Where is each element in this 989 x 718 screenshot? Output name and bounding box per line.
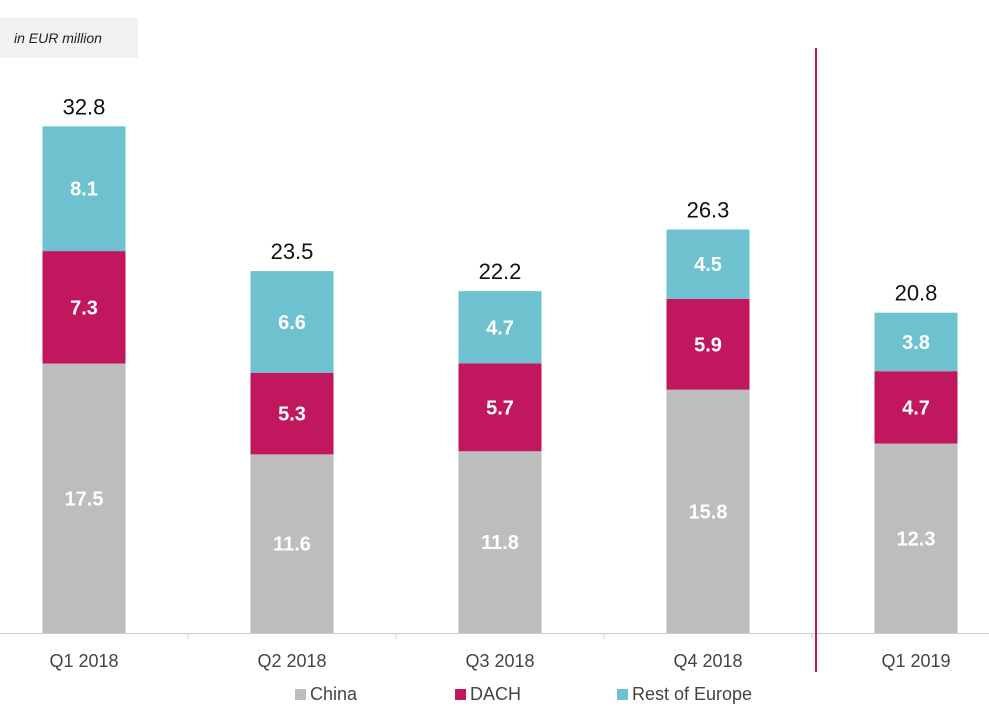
stacked-bar-chart: 17.5 7.3 8.1 32.8 Q1 2018 11.6 5.3 6.6 23.5 Q2 20… bbox=[0, 48, 989, 672]
bar-segment-china-q1-2018 bbox=[42, 363, 126, 633]
bar-segment-dach-q1-2019 bbox=[874, 371, 958, 444]
unit-label: in EUR million bbox=[0, 18, 138, 58]
total-label-q1-2018: 32.8 bbox=[63, 94, 106, 119]
bar-segment-dach-q4-2018 bbox=[666, 298, 750, 390]
bar-segment-rest-of-europe-q2-2018 bbox=[250, 271, 334, 373]
total-label-q1-2019: 20.8 bbox=[895, 281, 938, 306]
x-tick-label-q1-2018: Q1 2018 bbox=[49, 651, 118, 671]
data-label-china-q1-2018: 17.5 bbox=[65, 488, 104, 510]
x-tick-label-q1-2019: Q1 2019 bbox=[881, 651, 950, 671]
x-tick-label-q4-2018: Q4 2018 bbox=[673, 651, 742, 671]
bar-segment-china-q1-2019 bbox=[874, 443, 958, 633]
data-label-rest-of-europe-q1-2019: 3.8 bbox=[902, 332, 930, 354]
bar-segment-rest-of-europe-q1-2019 bbox=[874, 312, 958, 372]
legend: China DACH Rest of Europe bbox=[0, 684, 989, 712]
data-label-china-q4-2018: 15.8 bbox=[689, 501, 728, 523]
legend-label-dach: DACH bbox=[470, 684, 522, 704]
data-label-rest-of-europe-q4-2018: 4.5 bbox=[694, 254, 722, 276]
data-label-rest-of-europe-q3-2018: 4.7 bbox=[486, 317, 514, 339]
bar-segment-dach-q2-2018 bbox=[250, 372, 334, 455]
legend-swatch-rest-of-europe bbox=[617, 689, 628, 700]
bar-segment-rest-of-europe-q3-2018 bbox=[458, 291, 542, 364]
legend-swatch-dach bbox=[455, 689, 466, 700]
data-label-rest-of-europe-q1-2018: 8.1 bbox=[70, 179, 98, 201]
total-label-q4-2018: 26.3 bbox=[687, 198, 730, 223]
bar-segment-china-q3-2018 bbox=[458, 451, 542, 633]
legend-item-china: China bbox=[295, 684, 357, 705]
total-label-q2-2018: 23.5 bbox=[271, 239, 314, 264]
bar-segment-rest-of-europe-q1-2018 bbox=[42, 126, 126, 252]
data-label-dach-q4-2018: 5.9 bbox=[694, 334, 722, 356]
data-label-rest-of-europe-q2-2018: 6.6 bbox=[278, 312, 306, 334]
legend-item-dach: DACH bbox=[455, 684, 521, 705]
legend-item-rest-of-europe: Rest of Europe bbox=[617, 684, 752, 705]
data-label-dach-q1-2019: 4.7 bbox=[902, 397, 930, 419]
legend-swatch-china bbox=[295, 689, 306, 700]
x-tick-label-q3-2018: Q3 2018 bbox=[465, 651, 534, 671]
data-label-dach-q2-2018: 5.3 bbox=[278, 404, 306, 426]
data-label-china-q2-2018: 11.6 bbox=[273, 534, 311, 556]
data-label-china-q3-2018: 11.8 bbox=[481, 532, 519, 554]
legend-label-china: China bbox=[310, 684, 358, 704]
bar-segment-dach-q3-2018 bbox=[458, 363, 542, 452]
bar-segment-china-q2-2018 bbox=[250, 454, 334, 633]
x-tick-label-q2-2018: Q2 2018 bbox=[257, 651, 326, 671]
data-label-dach-q1-2018: 7.3 bbox=[70, 297, 98, 319]
legend-label-rest-of-europe: Rest of Europe bbox=[632, 684, 753, 704]
bar-segment-dach-q1-2018 bbox=[42, 251, 126, 364]
total-label-q3-2018: 22.2 bbox=[479, 259, 522, 284]
data-label-dach-q3-2018: 5.7 bbox=[486, 397, 514, 419]
bar-segment-rest-of-europe-q4-2018 bbox=[666, 229, 750, 299]
data-label-china-q1-2019: 12.3 bbox=[897, 528, 936, 550]
bar-segment-china-q4-2018 bbox=[666, 389, 750, 633]
